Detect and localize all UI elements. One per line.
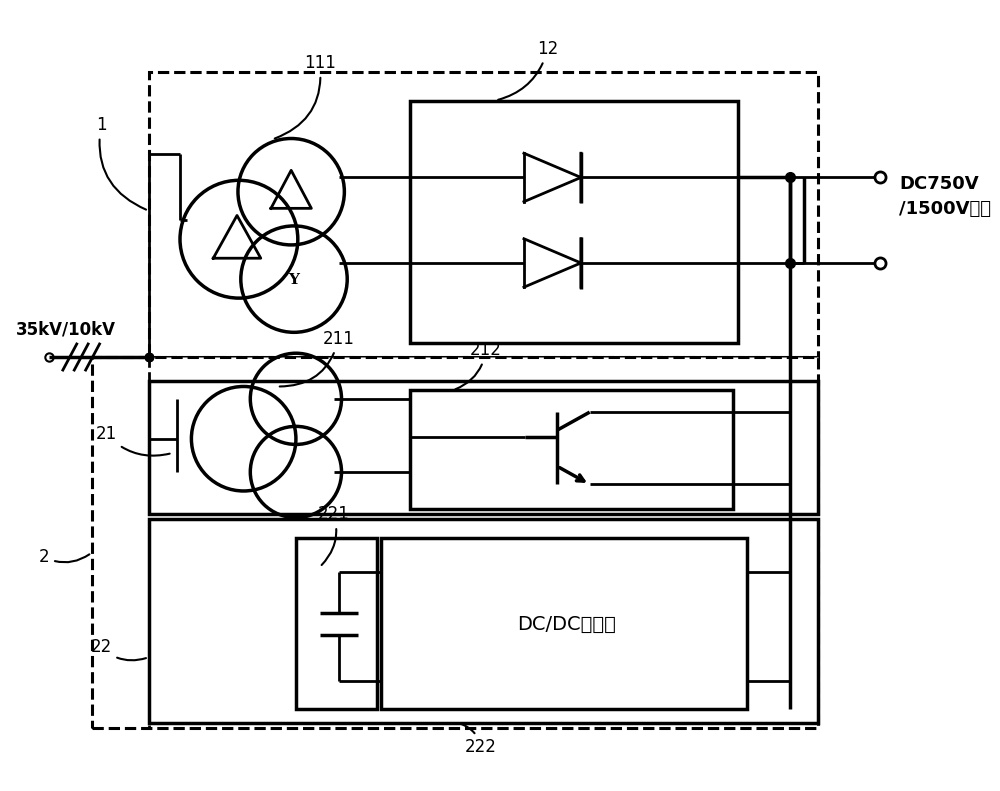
Text: 111: 111 [275, 55, 336, 138]
Bar [296, 538, 377, 709]
Bar [92, 357, 818, 728]
Text: 211: 211 [280, 330, 355, 387]
Text: 35kV/10kV: 35kV/10kV [16, 321, 116, 339]
Text: 21: 21 [95, 425, 170, 456]
Bar [149, 380, 818, 514]
Text: DC750V
/1500V输出: DC750V /1500V输出 [899, 175, 991, 218]
Bar [149, 519, 818, 723]
Bar [381, 538, 747, 709]
Bar [410, 100, 738, 343]
Text: 12: 12 [498, 40, 558, 100]
Text: 212: 212 [455, 341, 502, 389]
Bar [410, 390, 733, 509]
Text: Y: Y [289, 273, 300, 287]
Text: 221: 221 [318, 505, 350, 565]
Text: 2: 2 [39, 548, 89, 566]
Bar [149, 72, 818, 357]
Text: 222: 222 [460, 724, 497, 756]
Text: DC/DC变流器: DC/DC变流器 [517, 615, 616, 634]
Text: 1: 1 [96, 116, 146, 210]
Text: 22: 22 [91, 638, 146, 660]
